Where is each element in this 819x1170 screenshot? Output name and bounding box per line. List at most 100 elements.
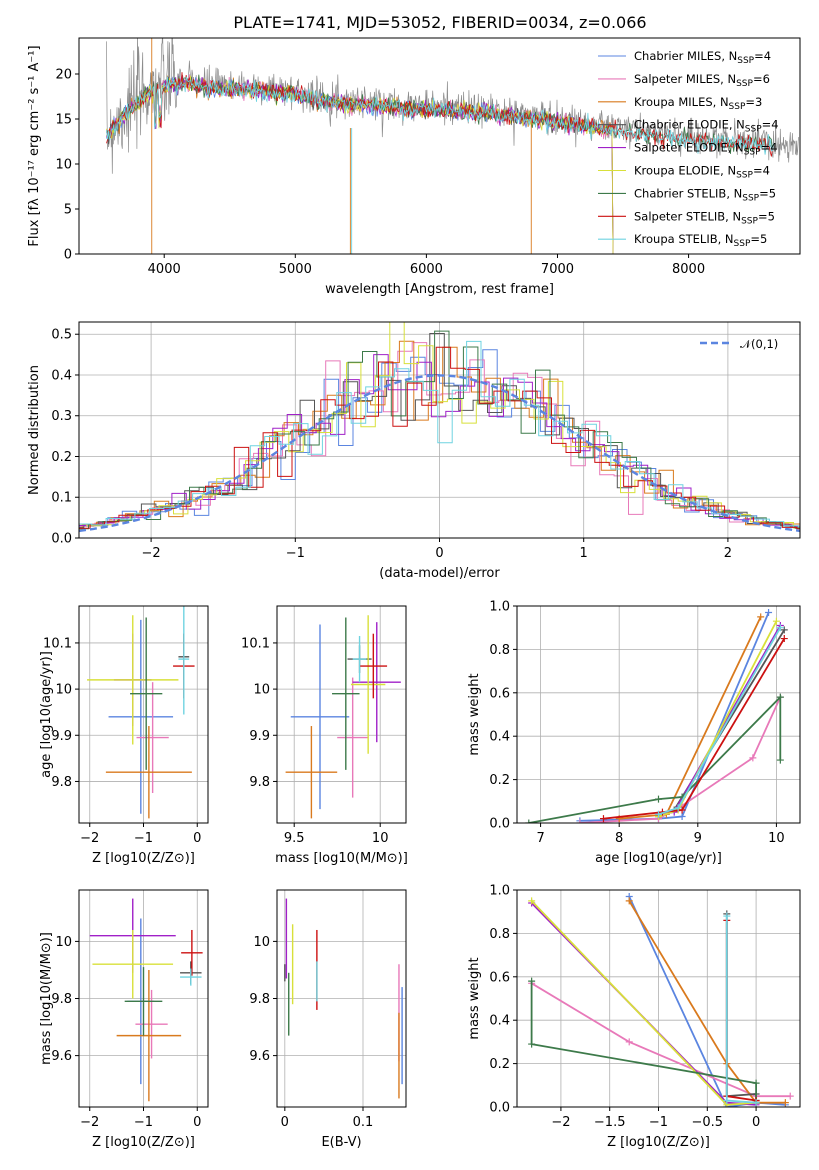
massweight-vs-Z-frame	[516, 889, 801, 1108]
legend-entry-chabrier-stelib: Chabrier STELIB, NSSP=5	[634, 186, 776, 203]
y-tick-label: 1.0	[489, 884, 510, 899]
x-axis-label: wavelength [Angstrom, rest frame]	[325, 282, 554, 297]
y-tick-label: 0.8	[489, 927, 510, 942]
legend-subscript: SSP	[742, 193, 759, 203]
legend-count: =6	[753, 72, 770, 86]
point-chabrier-stelib	[130, 617, 163, 770]
point-kroupa-miles	[105, 726, 192, 819]
mass-vs-EBV-frame	[276, 889, 407, 1108]
series-line	[725, 920, 757, 1102]
y-tick-label: 0.4	[51, 368, 72, 383]
series-kroupa-stelib	[655, 624, 784, 818]
legend-subscript: SSP	[734, 239, 751, 249]
legend-subscript: SSP	[736, 79, 753, 89]
series-marker	[765, 609, 773, 617]
y-tick-label: 0.0	[51, 532, 72, 547]
legend-count: =3	[745, 95, 762, 109]
series-marker	[757, 613, 765, 621]
y-tick-label: 9.9	[249, 729, 270, 744]
y-tick-label: 9.8	[249, 992, 270, 1007]
y-tick-label: 0.2	[489, 773, 510, 788]
x-tick-label: 6000	[410, 262, 443, 277]
point-kroupa-elodie	[350, 615, 386, 754]
y-tick-label: 5	[64, 203, 72, 218]
y-axis-label: Normed distribution	[27, 365, 42, 495]
point-chabrier-stelib	[124, 967, 163, 1036]
y-tick-label: 15	[55, 113, 72, 128]
x-axis-label: E(B-V)	[321, 1135, 361, 1150]
y-tick-label: 20	[55, 68, 72, 83]
series-line	[531, 982, 791, 1098]
y-tick-label: 0.0	[489, 817, 510, 832]
mass-vs-Z-frame	[78, 889, 209, 1108]
spectrum-plot	[106, 38, 800, 254]
series-marker	[749, 754, 757, 762]
series-marker	[678, 812, 686, 820]
x-tick-label: 8	[615, 831, 623, 846]
legend-count: =4	[762, 118, 779, 132]
age-vs-mass-frame	[276, 605, 407, 824]
y-tick-label: 0.4	[489, 730, 510, 745]
y-tick-label: 10.1	[43, 636, 72, 651]
y-tick-label: 9.8	[51, 775, 72, 790]
residuals-axes: −2 −1 0 1 2 0.0 0.1 0.2 0.3 0.4 0.5 (data-model)/er…	[27, 322, 800, 581]
legend-subscript: SSP	[736, 171, 753, 181]
series-marker	[625, 897, 633, 905]
histogram-salpeter-stelib	[79, 346, 800, 530]
point-salpeter-stelib	[359, 633, 388, 699]
model-chabrier-stelib	[106, 74, 774, 154]
series-marker	[752, 1099, 760, 1107]
y-tick-label: 1.0	[489, 600, 510, 615]
x-axis-label: Z [log10(Z/Z⊙)]	[607, 1135, 710, 1150]
mass-vs-Z-points	[89, 898, 203, 1102]
legend-subscript: SSP	[729, 102, 746, 112]
x-tick-label: 7000	[541, 262, 574, 277]
y-tick-label: 0.6	[489, 970, 510, 985]
x-tick-label: −2	[142, 546, 161, 561]
legend-entry-chabrier-elodie: Chabrier ELODIE, NSSP=4	[634, 118, 779, 135]
x-tick-label: 0	[193, 1115, 201, 1130]
legend-entry-kroupa-miles: Kroupa MILES, NSSP=3	[634, 95, 762, 112]
histogram-chabrier-miles	[79, 349, 800, 528]
legend-subscript: SSP	[737, 56, 754, 66]
series-marker	[528, 977, 536, 985]
y-tick-label: 9.8	[51, 992, 72, 1007]
x-tick-label: −2	[80, 831, 99, 846]
series-marker	[528, 897, 536, 905]
residuals-frame	[78, 321, 801, 539]
spectrum-frame	[78, 37, 801, 255]
y-tick-label: 0	[64, 248, 72, 263]
age-vs-mass-axes: 9.5 10 9.8 9.9 10 10.1 mass [log10(M/M⊙)]	[241, 606, 408, 866]
series-marker	[655, 795, 662, 803]
x-axis-label: age [log10(age/yr)]	[595, 851, 722, 866]
y-tick-label: 10	[55, 683, 72, 698]
series-line	[658, 627, 782, 816]
legend-count: =5	[758, 209, 775, 223]
massweight-vs-Z-lines	[528, 893, 794, 1107]
legend-entry-salpeter-elodie: Salpeter ELODIE, NSSP=4	[634, 141, 777, 158]
series-line	[658, 625, 782, 816]
massweight-vs-age-lines	[525, 609, 788, 823]
series-marker	[599, 815, 607, 823]
x-tick-label: 4000	[148, 262, 181, 277]
legend-count: =5	[759, 186, 776, 200]
y-tick-label: 0.2	[51, 450, 72, 465]
point-salpeter-elodie	[352, 622, 401, 743]
x-tick-label: 0	[281, 1115, 289, 1130]
figure-title: PLATE=1741, MJD=53052, FIBERID=0034, z=0…	[233, 13, 646, 32]
mass-vs-EBV-axes: 0 0.1 9.6 9.8 10 E(B-V)	[249, 890, 406, 1150]
y-axis-label: age [log10(age/yr)]	[39, 651, 54, 778]
x-tick-label: 0	[435, 546, 443, 561]
histogram-salpeter-miles	[79, 342, 800, 529]
legend-entry-kroupa-elodie: Kroupa ELODIE, NSSP=4	[634, 164, 770, 181]
x-tick-label: −1	[286, 546, 305, 561]
series-marker	[655, 810, 662, 818]
y-tick-label: 10	[253, 935, 270, 950]
y-tick-label: 9.9	[51, 729, 72, 744]
series-marker	[780, 635, 788, 643]
point-salpeter-miles	[136, 682, 169, 793]
massweight-vs-age-frame	[516, 605, 801, 824]
histogram-chabrier-elodie	[79, 333, 800, 529]
series-salpeter-stelib	[723, 916, 760, 1104]
model-kroupa-stelib	[106, 76, 774, 155]
